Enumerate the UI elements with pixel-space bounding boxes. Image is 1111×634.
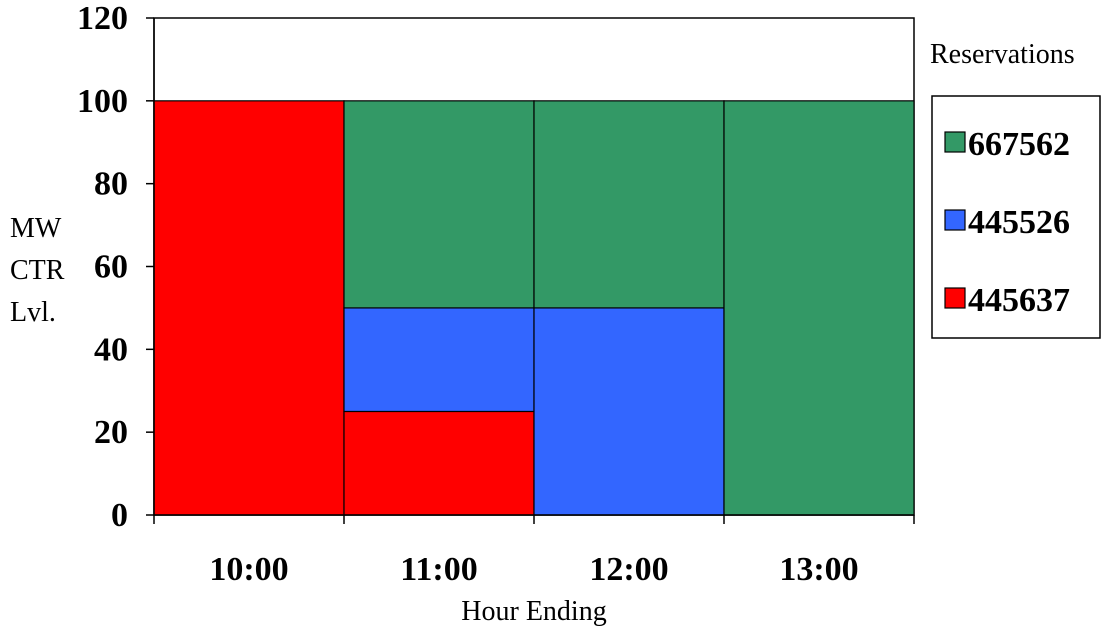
y-axis-title: MW CTR Lvl.: [10, 213, 65, 328]
y-axis-ticks: 0 20 40 60 80 100 120: [77, 0, 154, 534]
legend-label-445637: 445637: [968, 282, 1070, 319]
y-axis-title-line: MW: [10, 213, 62, 244]
legend-title: Reservations: [930, 39, 1075, 70]
legend-swatch-445637: [944, 287, 966, 309]
x-tick-label: 10:00: [209, 551, 288, 588]
y-axis-title-line: CTR: [10, 255, 65, 286]
y-tick-label: 100: [77, 83, 128, 120]
x-tick-label: 12:00: [589, 551, 668, 588]
bar-667562-1300: [723, 100, 915, 516]
legend: 667562 445526 445637: [931, 95, 1101, 339]
legend-swatch-445526: [944, 209, 966, 231]
bar-445637-1100: [343, 410, 535, 516]
y-tick-label: 60: [94, 249, 128, 286]
x-tick-label: 11:00: [400, 551, 477, 588]
bars: [153, 100, 915, 516]
bar-445637-1000: [153, 100, 345, 516]
legend-label-667562: 667562: [968, 126, 1070, 163]
y-axis-title-line: Lvl.: [10, 297, 56, 328]
y-tick-label: 80: [94, 166, 128, 203]
bar-667562-1100: [343, 100, 535, 309]
bar-445526-1200: [533, 307, 725, 516]
x-axis-ticks: 10:00 11:00 12:00 13:00: [153, 515, 915, 588]
legend-swatch-667562: [944, 131, 966, 153]
y-tick-label: 0: [111, 497, 128, 534]
bar-445526-1100: [343, 307, 535, 413]
y-tick-label: 40: [94, 331, 128, 368]
y-tick-label: 120: [77, 0, 128, 37]
x-tick-label: 13:00: [779, 551, 858, 588]
x-axis-title: Hour Ending: [461, 596, 606, 627]
legend-label-445526: 445526: [968, 204, 1070, 241]
bar-667562-1200: [533, 100, 725, 309]
y-tick-label: 20: [94, 414, 128, 451]
